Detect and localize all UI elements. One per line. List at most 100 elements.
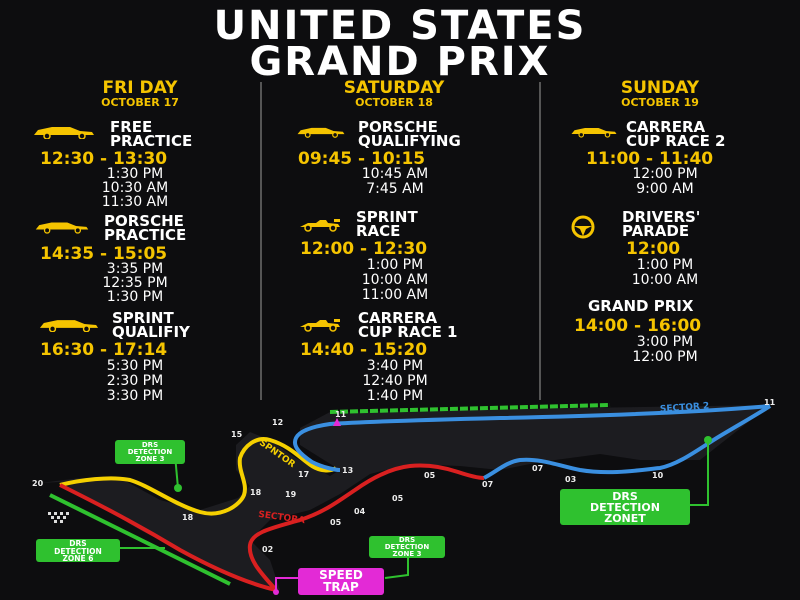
event-time: 14:00 - 16:00 [574, 316, 702, 336]
car-icon [34, 127, 94, 139]
local-time: 3:30 PM [106, 388, 164, 404]
event-title: CUP RACE 2 [626, 132, 726, 150]
drs-detection-zone-label: DRS DETECTION ZONE 3 [369, 536, 445, 558]
local-time: 11:30 AM [101, 194, 169, 210]
turn-number: 12 [272, 418, 284, 427]
event-title: CARRERA [626, 118, 706, 136]
event-title: FREE [110, 118, 153, 136]
turn-number: 07 [482, 480, 494, 489]
checkered-flag-icon [48, 512, 69, 523]
drs-connector [690, 440, 709, 506]
local-time: 3:00 PM [636, 334, 694, 350]
title-line-2: GRAND PRIX [249, 39, 551, 85]
turn-number: 05 [330, 518, 342, 527]
day-header-saturday: SATURDAY [343, 78, 445, 98]
turn-number: 15 [231, 430, 243, 439]
event-title: PRACTICE [110, 132, 193, 150]
track-surface [40, 405, 770, 590]
speed-trap-marker [273, 589, 279, 595]
speed-trap-connector [275, 577, 300, 590]
car-icon [571, 128, 617, 138]
turn-number: 18 [182, 513, 194, 522]
event-time: 12:00 - 12:30 [300, 239, 428, 259]
local-time: 1:40 PM [366, 388, 424, 404]
track-sector-2 [293, 404, 772, 480]
local-time: 10:00 AM [631, 272, 699, 288]
steering-wheel-icon [571, 215, 595, 239]
turn-number: 05 [392, 494, 404, 503]
event-title: CUP RACE 1 [358, 323, 458, 341]
date-friday: OCTOBER 17 [101, 96, 179, 109]
event-time: 14:40 - 15:20 [300, 340, 428, 360]
date-sunday: OCTOBER 19 [621, 96, 699, 109]
car-icon [39, 320, 99, 332]
turn-number: 13 [342, 466, 354, 475]
turn-number: 10 [652, 471, 664, 480]
event-title: GRAND PRIX [588, 297, 694, 315]
local-time: 12:00 PM [632, 166, 698, 182]
event-time: 12:30 - 13:30 [40, 149, 168, 169]
start-marker [333, 418, 341, 426]
turn-number: 02 [262, 545, 274, 554]
drs-zone-line [329, 403, 611, 414]
event-time: 11:00 - 11:40 [586, 149, 714, 169]
track-map [40, 403, 772, 595]
drs-detection-zone-label: DRS DETECTION ZONE 6 [36, 539, 120, 562]
local-time: 12:00 PM [632, 349, 698, 365]
event-title: CARRERA [358, 309, 438, 327]
drs-detection-zone-label: DRS DETECTION ZONE 3 [115, 440, 185, 464]
day-header-sunday: SUNDAY [620, 78, 700, 98]
event-title: PRACTICE [104, 226, 187, 244]
event-title: RACE [356, 222, 401, 240]
event-title: QUALIFIY [112, 323, 190, 341]
date-saturday: OCTOBER 18 [355, 96, 433, 109]
race-car-icon [300, 219, 340, 232]
turn-number: 05 [424, 471, 436, 480]
local-time: 1:30 PM [106, 289, 164, 305]
local-time: 3:40 PM [366, 358, 424, 374]
local-time: 12:40 PM [362, 373, 428, 389]
drs-marker [704, 436, 712, 444]
local-time: 3:35 PM [106, 261, 164, 277]
event-title: PORSCHE [104, 212, 184, 230]
turn-number: 20 [32, 479, 44, 488]
drs-detection-zone-label: DRS DETECTION ZONET [560, 489, 690, 525]
local-time: 1:00 PM [366, 257, 424, 273]
turn-number: 07 [532, 464, 544, 473]
turn-number: 11 [335, 410, 347, 419]
turn-number: 19 [285, 490, 297, 499]
event-time: 14:35 - 15:05 [40, 244, 168, 264]
event-time: 16:30 - 17:14 [40, 340, 168, 360]
drs-zone-line [49, 493, 231, 586]
turn-number: 18 [250, 488, 262, 497]
event-title: PORSCHE [358, 118, 438, 136]
car-icon [297, 127, 345, 138]
race-car-icon [300, 319, 340, 332]
event-title: QUALIFYING [358, 132, 461, 150]
event-time: 12:00 [626, 239, 681, 259]
track-sector-3 [59, 437, 338, 516]
title-line-1: UNITED STATES [213, 3, 587, 49]
local-time: 9:00 AM [636, 181, 694, 197]
event-time: 09:45 - 10:15 [298, 149, 426, 169]
local-time: 12:35 PM [102, 275, 168, 291]
turn-number: 11 [764, 398, 776, 407]
event-title: DRIVERS' [622, 208, 701, 226]
turn-number: 17 [298, 470, 310, 479]
speed-trap-label: SPEED TRAP [298, 568, 384, 595]
event-title: SPRINT [356, 208, 418, 226]
local-time: 10:00 AM [361, 272, 429, 288]
local-time: 10:45 AM [361, 166, 429, 182]
event-title: PARADE [622, 222, 690, 240]
track-sector-1 [59, 463, 485, 592]
local-time: 11:00 AM [361, 287, 429, 303]
column-divider [539, 82, 541, 400]
local-time: 10:30 AM [101, 180, 169, 196]
event-title: SPRINT [112, 309, 174, 327]
day-header-friday: FRI DAY [102, 78, 178, 98]
local-time: 5:30 PM [106, 358, 164, 374]
local-time: 1:30 PM [106, 166, 164, 182]
local-time: 2:30 PM [106, 373, 164, 389]
local-time: 1:00 PM [636, 257, 694, 273]
drs-marker [174, 484, 182, 492]
